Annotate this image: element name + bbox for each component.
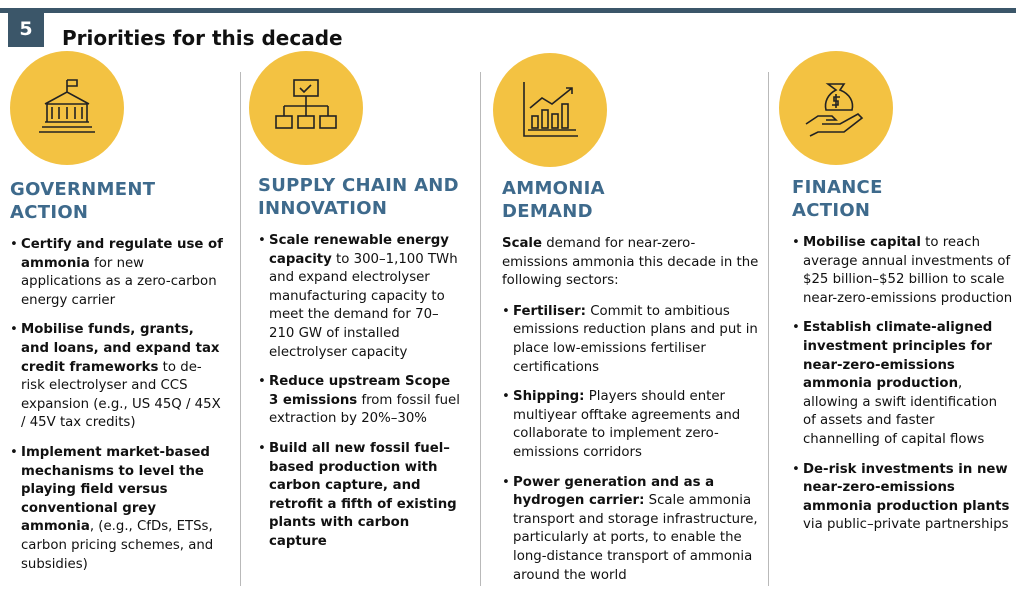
bullet: Power generation and as a hydrogen carri…	[502, 474, 760, 586]
bullet: Reduce upstream Scope 3 emissions from f…	[258, 373, 463, 429]
column: GOVERNMENT ACTION Certify and regulate us…	[10, 178, 225, 585]
bold-text: Implement market-based mechanisms to lev…	[21, 444, 210, 535]
text: , (e.g., CfDs, ETSs, carbon pricing sche…	[21, 519, 214, 572]
separator	[480, 72, 481, 586]
bold-text: Fertiliser:	[513, 303, 586, 319]
bold-text: Shipping:	[513, 389, 585, 405]
bullet: Fertiliser: Commit to ambitious emission…	[502, 303, 760, 377]
column: AMMONIA DEMAND Scale demand for near-zero…	[502, 177, 760, 596]
supply-chain-icon	[249, 51, 363, 165]
bullet: Shipping: Players should enter multiyear…	[502, 388, 760, 462]
bold-text: Scale renewable energy capacity	[269, 233, 449, 267]
bold-text: Scale	[502, 236, 543, 251]
bullet-list: Certify and regulate use of ammonia for …	[10, 236, 225, 574]
bold-text: De-risk investments in new near-zero-emi…	[803, 461, 1010, 514]
text: from fossil fuel extraction by 20%–30%	[269, 392, 460, 427]
text: for new applications as a zero-carbon en…	[21, 255, 217, 308]
bullet: Certify and regulate use of ammonia for …	[10, 236, 225, 310]
bullet: Scale renewable energy capacity to 300–1…	[258, 232, 463, 362]
column: FINANCE ACTION Mobilise capital to reach …	[792, 176, 1014, 546]
bullet-list: Mobilise capital to reach average annual…	[792, 234, 1014, 535]
finance-icon	[779, 51, 893, 165]
intro: Scale demand for near-zero-emissions amm…	[502, 235, 760, 291]
text: to de-risk electrolyser and CCS expansio…	[21, 359, 221, 431]
column-heading: AMMONIA DEMAND	[502, 178, 605, 222]
separator	[240, 72, 241, 586]
bold-text: Reduce upstream Scope 3 emissions	[269, 374, 451, 408]
bullet: De-risk investments in new near-zero-emi…	[792, 461, 1014, 535]
bullet-list: Scale renewable energy capacity to 300–1…	[258, 232, 463, 552]
bold-text: Mobilise capital	[803, 235, 921, 250]
text: via public–private partnerships	[803, 517, 1009, 533]
separator	[768, 72, 769, 586]
text: , allowing a swift identification of ass…	[803, 376, 998, 447]
government-icon	[10, 51, 124, 165]
column: SUPPLY CHAIN AND INNOVATION Scale renewab…	[258, 174, 463, 563]
bullet: Mobilise capital to reach average annual…	[792, 234, 1014, 308]
text: Commit to ambitious emissions reduction …	[513, 303, 758, 375]
bold-text: Establish climate-aligned investment pri…	[803, 320, 993, 392]
text: Players should enter multiyear offtake a…	[513, 389, 741, 460]
bold-text: Mobilise funds, grants, and loans, and e…	[21, 322, 220, 375]
bullet: Mobilise funds, grants, and loans, and e…	[10, 321, 225, 433]
text: Scale ammonia transport and storage infr…	[513, 493, 758, 583]
top-bar	[0, 8, 1016, 13]
demand-icon	[493, 53, 607, 167]
bullet: Build all new fossil fuel–based producti…	[258, 440, 463, 552]
text: to 300–1,100 TWh and expand electrolyser…	[269, 251, 458, 360]
text: to reach average annual investments of $…	[803, 235, 1013, 306]
page-title: Priorities for this decade	[62, 26, 343, 50]
bold-text: Certify and regulate use of ammonia	[21, 237, 223, 271]
bold-text: Power generation and as a hydrogen carri…	[513, 474, 715, 509]
text: demand for near-zero-emissions ammonia t…	[502, 236, 759, 289]
bold-text: Build all new fossil fuel–based producti…	[269, 440, 457, 549]
column-heading: SUPPLY CHAIN AND INNOVATION	[258, 175, 459, 219]
column-heading: FINANCE ACTION	[792, 177, 883, 221]
section-number: 5	[8, 13, 44, 47]
bullet-list: Fertiliser: Commit to ambitious emission…	[502, 303, 760, 585]
bullet: Implement market-based mechanisms to lev…	[10, 444, 225, 574]
bullet: Establish climate-aligned investment pri…	[792, 319, 1014, 449]
column-heading: GOVERNMENT ACTION	[10, 179, 156, 223]
